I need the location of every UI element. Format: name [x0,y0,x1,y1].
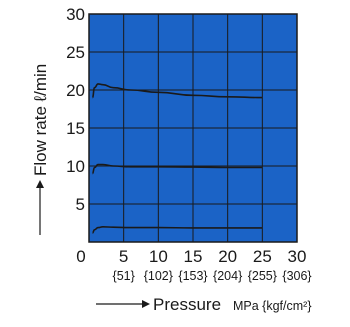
x-tick-sublabel: {51} [113,269,135,283]
x-tick-sublabel: {306} [282,269,311,283]
y-axis-arrow-head [36,180,44,188]
x-tick-label: 0 [76,247,85,266]
x-tick-labels: 0 5 {51} 10 {102} 15 {153} 20 {204} 25 {255} 30 {306… [76,247,311,283]
x-tick-label: 10 [149,247,168,266]
x-tick-sublabel: {153} [178,269,207,283]
series-line-3 [92,225,263,234]
x-axis-label: Pressure [153,295,221,314]
y-axis-title-group: Flow rate ℓ/min [31,64,50,235]
x-tick-label: 20 [218,247,237,266]
x-tick-sublabel: {255} [248,269,277,283]
series-lines [91,83,263,234]
y-tick-label: 30 [66,5,85,24]
y-tick-labels: 5 10 15 20 25 30 [66,5,85,214]
x-tick-label: 15 [184,247,203,266]
y-tick-label: 25 [66,43,85,62]
y-tick-label: 10 [66,157,85,176]
x-tick-label: 30 [288,247,307,266]
x-tick-label: 25 [253,247,272,266]
x-axis-unit: MPa {kgf/cm²} [233,299,312,313]
x-tick-sublabel: {102} [144,269,173,283]
y-tick-label: 15 [66,119,85,138]
series-line-2 [91,163,263,175]
series-line-1 [91,83,263,99]
x-axis-arrow-head [142,300,150,308]
x-tick-label: 5 [119,247,128,266]
x-axis-title-group: Pressure MPa {kgf/cm²} [96,295,312,314]
x-tick-sublabel: {204} [213,269,242,283]
y-tick-label: 20 [66,81,85,100]
y-axis-label: Flow rate ℓ/min [31,64,50,176]
y-tick-label: 5 [76,195,85,214]
